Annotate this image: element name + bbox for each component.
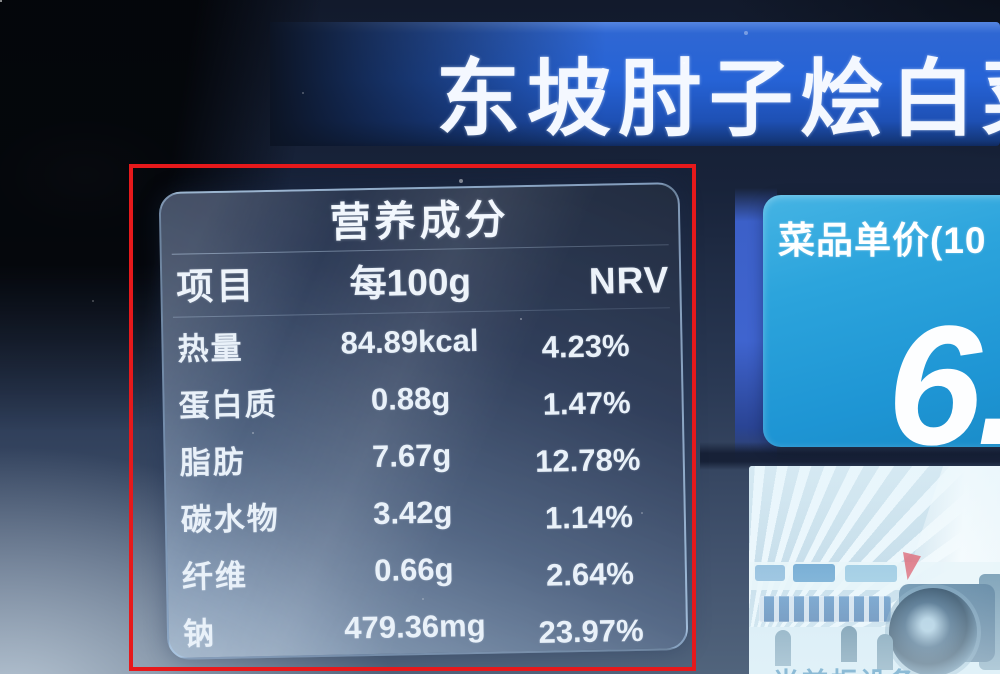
reflection-photo: 当前柜设备 — [749, 466, 1000, 674]
photo-glare-wash — [749, 466, 1000, 674]
price-card-title: 菜品单价(10 — [778, 220, 987, 261]
price-value: 6. — [887, 291, 1000, 481]
annotation-red-box — [129, 164, 696, 671]
photo-caption: 当前柜设备 — [773, 662, 918, 674]
price-card: 菜品单价(10 6. — [763, 195, 1000, 471]
dust-specks — [0, 0, 2, 2]
